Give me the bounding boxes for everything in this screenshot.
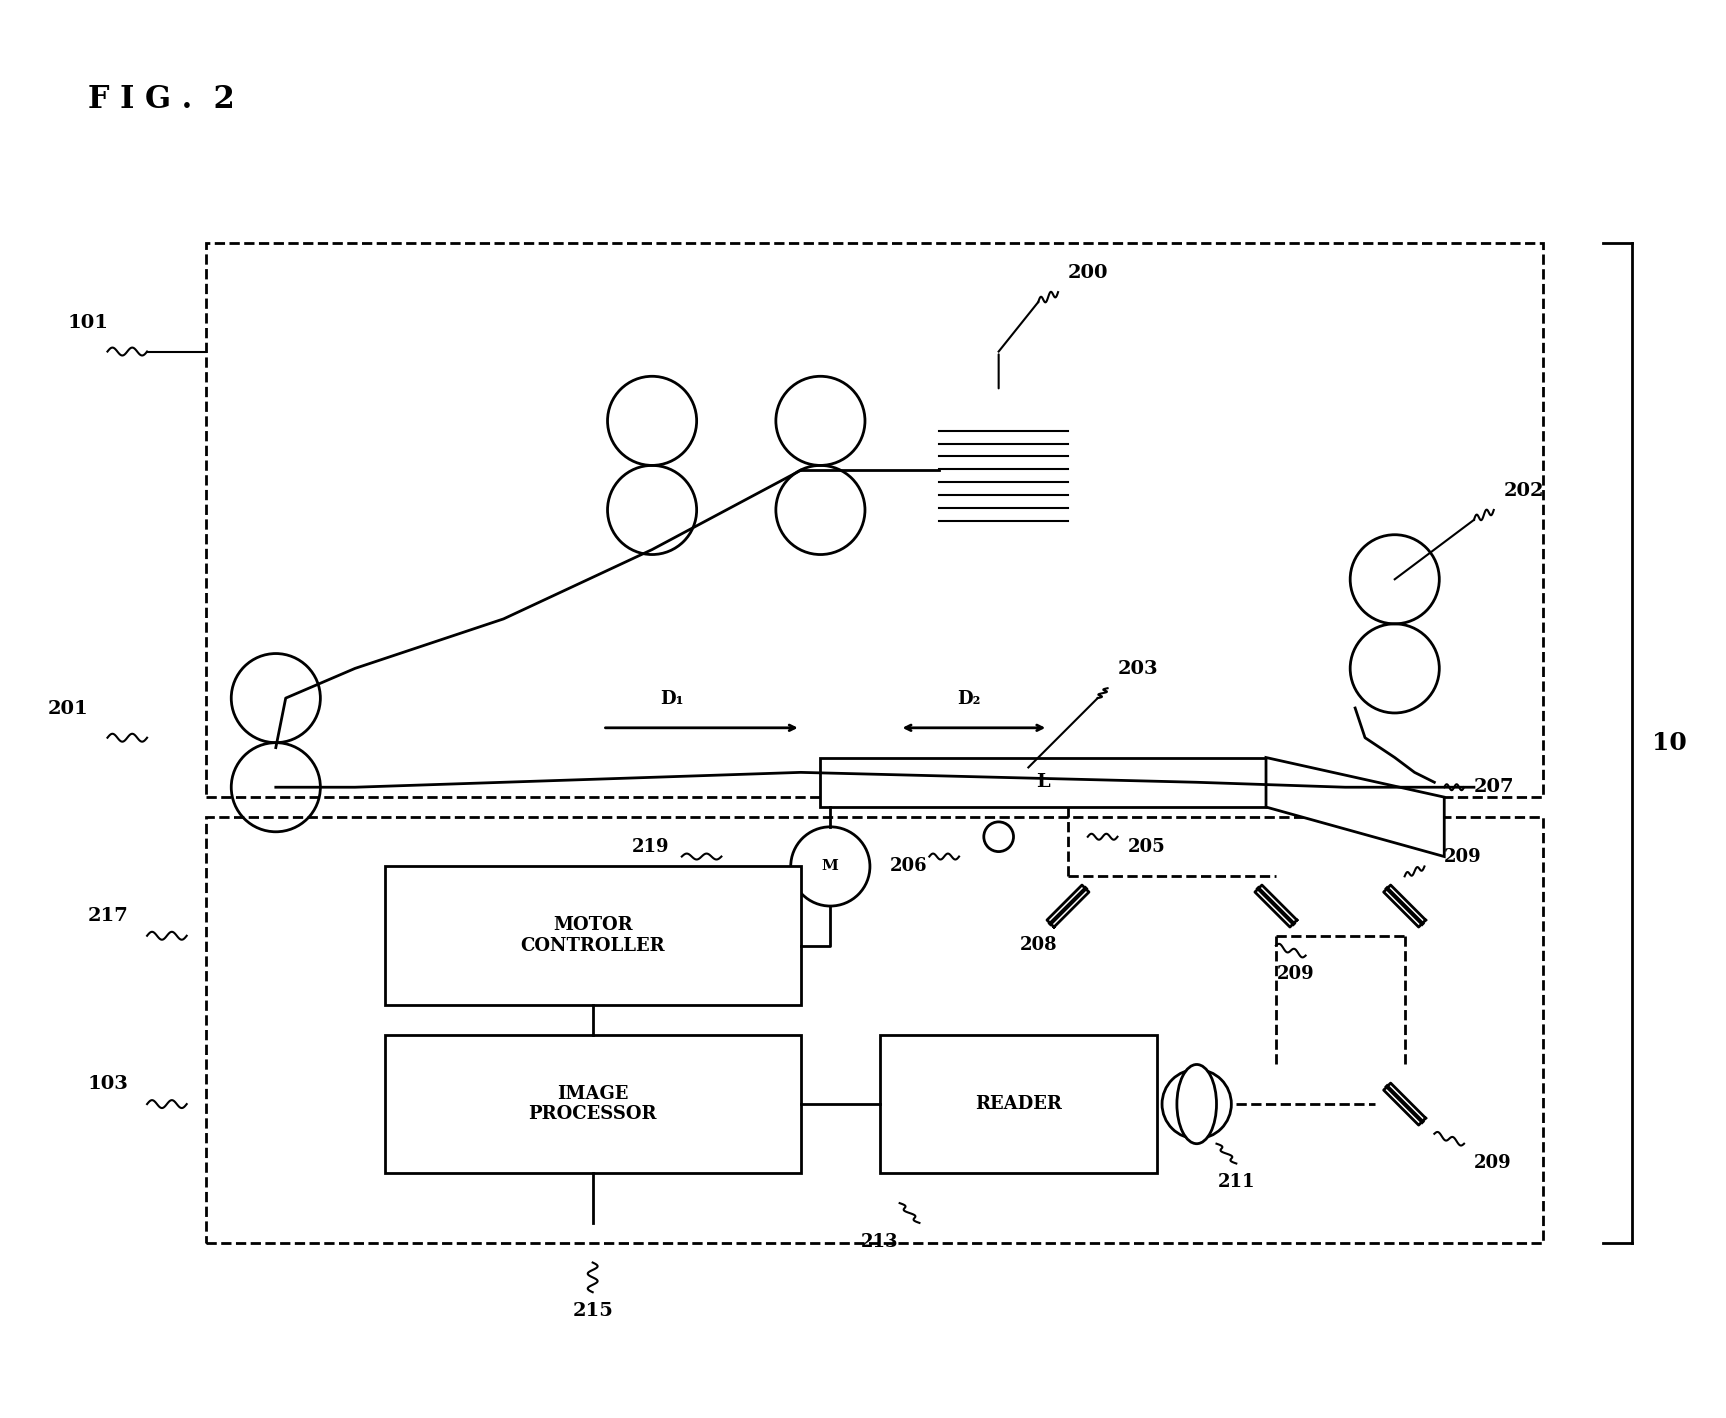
Text: 209: 209 [1277,966,1315,984]
Text: 101: 101 [67,313,109,332]
Text: READER: READER [975,1095,1061,1113]
Text: D₂: D₂ [958,691,980,708]
Ellipse shape [1177,1065,1217,1144]
Text: 209: 209 [1474,1154,1512,1171]
Text: F I G .  2: F I G . 2 [88,84,235,115]
Text: 206: 206 [889,858,927,875]
Text: 211: 211 [1217,1174,1255,1191]
Bar [385,1035,801,1174]
Bar [880,1035,1156,1174]
Text: 201: 201 [48,700,88,718]
Text: 10: 10 [1652,730,1686,754]
Bar [385,866,801,1005]
Text: 205: 205 [1127,838,1165,855]
Text: 207: 207 [1474,778,1514,797]
Text: 208: 208 [1020,936,1056,954]
Text: 209: 209 [1445,848,1483,866]
Circle shape [984,822,1013,852]
Text: M: M [822,859,839,873]
Text: 215: 215 [573,1302,613,1320]
Text: IMAGE
PROCESSOR: IMAGE PROCESSOR [528,1085,658,1123]
Text: L: L [1036,773,1049,791]
Text: 219: 219 [632,838,670,855]
Text: D₁: D₁ [659,691,683,708]
Text: 213: 213 [861,1232,899,1251]
Text: MOTOR
CONTROLLER: MOTOR CONTROLLER [520,916,665,956]
Text: 200: 200 [1068,264,1108,282]
Text: 217: 217 [88,908,128,925]
Text: 202: 202 [1503,482,1545,501]
Bar [820,757,1265,807]
Circle shape [1162,1069,1231,1139]
Text: 103: 103 [88,1075,128,1093]
Polygon shape [1265,757,1445,856]
Circle shape [791,827,870,906]
Text: 203: 203 [1117,661,1158,678]
